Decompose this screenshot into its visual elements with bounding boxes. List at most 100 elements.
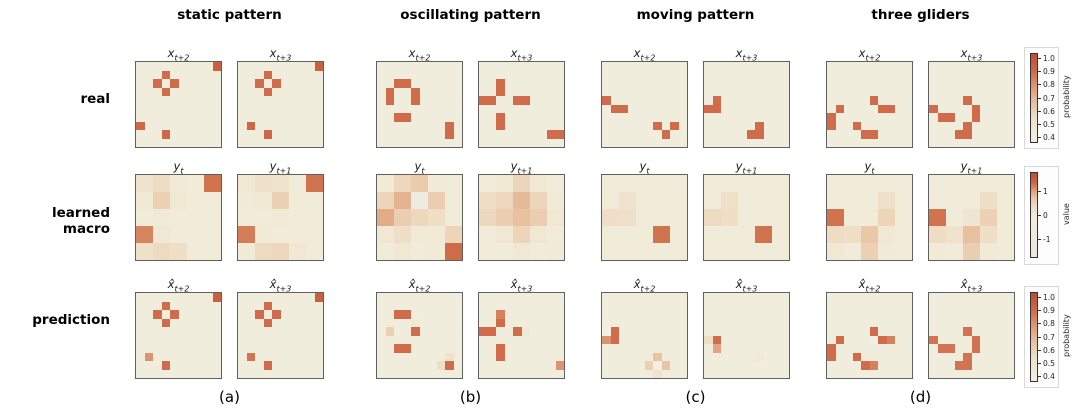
colorbar-tick-label: 0.4	[1043, 372, 1055, 382]
heatmap-cell	[411, 96, 420, 105]
heatmap-cell	[394, 113, 403, 122]
heatmap-cell	[729, 121, 738, 130]
colorbar-gradient-probability-bottom	[1030, 292, 1038, 382]
heatmap-cell	[738, 293, 747, 302]
heatmap-cell	[678, 104, 687, 113]
heatmap-cell	[377, 310, 386, 319]
heatmap-cell	[903, 62, 912, 71]
heatmap-cell	[636, 175, 653, 192]
heatmap-cell	[721, 175, 738, 192]
heatmap-cell	[963, 369, 972, 378]
heatmap-cell	[306, 335, 315, 344]
heatmap-cell	[929, 130, 938, 139]
heatmap-cell	[547, 121, 556, 130]
heatmap-cell	[297, 113, 306, 122]
heatmap-cell	[670, 310, 679, 319]
heatmap-cell	[153, 344, 162, 353]
heatmap-cell	[746, 301, 755, 310]
heatmap-cell	[704, 310, 713, 319]
heatmap-cell	[619, 344, 628, 353]
heatmap-cell	[997, 104, 1006, 113]
heatmap-cell	[212, 318, 221, 327]
heatmap-cell	[530, 293, 539, 302]
heatmap-cell	[153, 130, 162, 139]
heatmap-cell	[937, 104, 946, 113]
heatmap-cell	[946, 209, 963, 226]
heatmap-cell	[377, 318, 386, 327]
heatmap-cell	[738, 130, 747, 139]
heatmap-cell	[445, 344, 454, 353]
heatmap-cell	[411, 335, 420, 344]
heatmap-cell	[619, 369, 628, 378]
heatmap-cell	[487, 104, 496, 113]
heatmap-cell	[280, 62, 289, 71]
heatmap-cell	[844, 87, 853, 96]
heatmap-cell	[886, 293, 895, 302]
heatmap-cell	[755, 62, 764, 71]
heatmap-cell	[297, 344, 306, 353]
heatmap-cell	[878, 62, 887, 71]
heatmap-cell	[763, 310, 772, 319]
heatmap-cell	[314, 130, 323, 139]
heatmap-cell	[161, 293, 170, 302]
heatmap-cell	[602, 352, 611, 361]
heatmap-cell	[555, 104, 564, 113]
heatmap-cell	[729, 113, 738, 122]
heatmap-cell	[136, 104, 145, 113]
heatmap-cell	[1005, 344, 1014, 353]
heatmap-cell	[780, 62, 789, 71]
heatmap-cell	[161, 130, 170, 139]
heatmap-cell	[297, 96, 306, 105]
heatmap-cell	[377, 192, 394, 209]
heatmap-cell	[153, 301, 162, 310]
heatmap-cell	[187, 96, 196, 105]
heatmap-cell	[487, 87, 496, 96]
heatmap-cell	[844, 301, 853, 310]
heatmap-cell	[653, 344, 662, 353]
heatmap-cell	[170, 369, 179, 378]
heatmap-cell	[136, 310, 145, 319]
heatmap-cell	[861, 209, 878, 226]
heatmap-cell	[755, 96, 764, 105]
heatmap-cell	[670, 301, 679, 310]
heatmap-cell	[479, 62, 488, 71]
heatmap-cell	[272, 113, 281, 122]
heatmap-cell	[246, 361, 255, 370]
heatmap-cell	[1005, 104, 1014, 113]
heatmap-cell	[445, 113, 454, 122]
heatmap-cell	[895, 226, 912, 243]
heatmap-cell	[419, 96, 428, 105]
heatmap-cell	[314, 138, 323, 147]
heatmap-cell	[453, 70, 462, 79]
heatmap-cell	[644, 104, 653, 113]
heatmap-cell	[377, 243, 394, 260]
heatmap-cell	[746, 361, 755, 370]
heatmap-cell	[428, 361, 437, 370]
heatmap-cell	[428, 293, 437, 302]
heatmap-cell	[385, 138, 394, 147]
heatmap-cell	[280, 293, 289, 302]
heatmap-cell	[144, 301, 153, 310]
heatmap-cell	[538, 138, 547, 147]
heatmap-cell	[988, 130, 997, 139]
heatmap-cell	[195, 62, 204, 71]
heatmap-cell	[636, 96, 645, 105]
heatmap-cell	[538, 369, 547, 378]
heatmap-cell	[704, 369, 713, 378]
heatmap-cell	[755, 70, 764, 79]
heatmap-cell	[419, 310, 428, 319]
heatmap-cell	[636, 335, 645, 344]
heatmap-cell	[178, 293, 187, 302]
heatmap-cell	[195, 344, 204, 353]
heatmap-cell	[314, 121, 323, 130]
heatmap-cell	[377, 113, 386, 122]
heatmap-cell	[903, 70, 912, 79]
heatmap-cell	[844, 226, 861, 243]
heatmap-cell	[238, 209, 255, 226]
heatmap-cell	[721, 352, 730, 361]
heatmap-cell	[263, 70, 272, 79]
heatmap-cell	[772, 209, 789, 226]
heatmap-cell	[289, 62, 298, 71]
heatmap-cell	[946, 121, 955, 130]
heatmap-cell	[895, 62, 904, 71]
